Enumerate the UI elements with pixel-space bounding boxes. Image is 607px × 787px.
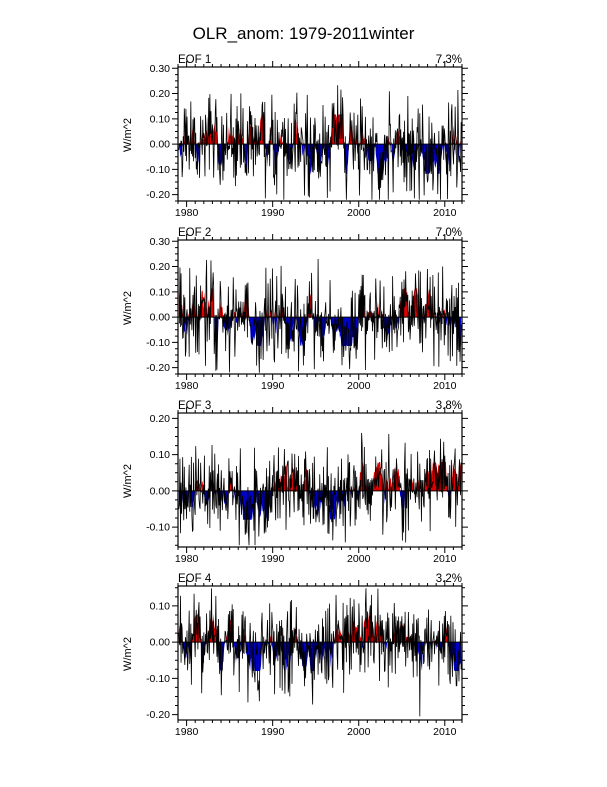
x-tick-label: 2010 — [433, 207, 457, 219]
tick-marks — [172, 234, 468, 380]
y-tick-label: -0.10 — [146, 673, 170, 685]
y-tick-label: 0.20 — [150, 413, 171, 425]
y-tick-label: -0.20 — [146, 362, 170, 374]
plot-box — [177, 239, 463, 375]
y-axis-label: W/m^2 — [122, 291, 134, 325]
y-tick-label: -0.10 — [146, 337, 170, 349]
anomaly-timeseries-line — [178, 258, 462, 373]
panel-eof-3: EOF 3 3.8% W/m^2 -0.10 0.00 0.10 0.20 1980 19… — [0, 399, 607, 572]
x-tick-label: 2000 — [347, 380, 371, 392]
y-axis-label: W/m^2 — [122, 637, 134, 671]
y-tick-label: -0.10 — [146, 164, 170, 176]
y-tick-label: 0.00 — [150, 312, 171, 324]
panel-eof-4: EOF 4 3.2% W/m^2 -0.20 -0.10 0.00 0.10 1980 1… — [0, 572, 607, 745]
y-tick-label: 0.30 — [150, 236, 171, 248]
x-tick-label: 1990 — [261, 207, 285, 219]
panel-variance-label: 3.2% — [436, 573, 462, 585]
panel-eof-label: EOF 1 — [178, 54, 211, 66]
y-tick-label: 0.30 — [150, 63, 171, 75]
anomaly-timeseries-line — [178, 432, 462, 546]
y-tick-label: 0.00 — [150, 637, 171, 649]
plot-box — [177, 412, 463, 548]
eof-2-plot: EOF 2 7.0% W/m^2 -0.20 -0.10 0.00 0.10 0.20 0… — [122, 227, 468, 392]
tick-marks — [172, 61, 468, 207]
plot-area: -0.10 0.00 0.10 0.20 1980 1990 2000 2010 — [146, 407, 468, 565]
panel-variance-label: 7.3% — [436, 54, 462, 66]
x-tick-label: 1980 — [175, 553, 199, 565]
y-axis-label: W/m^2 — [122, 464, 134, 498]
y-tick-label: 0.10 — [150, 113, 171, 125]
x-tick-label: 1980 — [175, 726, 199, 738]
x-tick-label: 1990 — [261, 380, 285, 392]
plot-box — [177, 66, 463, 202]
plot-box — [177, 585, 463, 721]
y-tick-label: 0.00 — [150, 485, 171, 497]
y-tick-label: -0.10 — [146, 522, 170, 534]
panel-eof-label: EOF 3 — [178, 400, 211, 412]
x-tick-label: 2000 — [347, 207, 371, 219]
y-tick-label: 0.10 — [150, 600, 171, 612]
y-tick-label: 0.20 — [150, 88, 171, 100]
panel-eof-2: EOF 2 7.0% W/m^2 -0.20 -0.10 0.00 0.10 0.20 0… — [0, 226, 607, 399]
y-tick-label: 0.20 — [150, 261, 171, 273]
y-tick-label: 0.10 — [150, 286, 171, 298]
anomaly-timeseries-line — [178, 588, 462, 717]
y-tick-label: 0.10 — [150, 449, 171, 461]
tick-marks — [172, 580, 468, 726]
positive-anomaly-fill — [178, 461, 462, 491]
x-tick-label: 1980 — [175, 380, 199, 392]
chart-title: OLR_anom: 1979-2011winter — [192, 24, 415, 43]
x-tick-label: 2010 — [433, 380, 457, 392]
x-tick-label: 2010 — [433, 553, 457, 565]
y-tick-label: 0.00 — [150, 139, 171, 151]
plot-area: -0.20 -0.10 0.00 0.10 1980 1990 2000 2010 — [146, 580, 468, 738]
positive-anomaly-fill — [178, 114, 462, 145]
panel-eof-1: EOF 1 7.3% W/m^2 -0.20 -0.10 0.00 0.10 0.20 0… — [0, 53, 607, 226]
y-tick-label: -0.20 — [146, 709, 170, 721]
plot-area: -0.20 -0.10 0.00 0.10 0.20 0.30 1980 1990 2000 20… — [146, 234, 468, 392]
eof-1-plot: EOF 1 7.3% W/m^2 -0.20 -0.10 0.00 0.10 0.20 0… — [122, 54, 468, 219]
eof-panels: EOF 1 7.3% W/m^2 -0.20 -0.10 0.00 0.10 0.20 0… — [0, 53, 607, 745]
panel-eof-label: EOF 2 — [178, 227, 211, 239]
panel-variance-label: 3.8% — [436, 400, 462, 412]
eof-3-plot: EOF 3 3.8% W/m^2 -0.10 0.00 0.10 0.20 1980 19… — [122, 400, 468, 565]
x-tick-label: 1990 — [261, 553, 285, 565]
x-tick-label: 1990 — [261, 726, 285, 738]
anomaly-timeseries-line — [178, 85, 462, 200]
x-tick-label: 1980 — [175, 207, 199, 219]
x-tick-label: 2000 — [347, 553, 371, 565]
x-tick-label: 2000 — [347, 726, 371, 738]
tick-marks — [172, 407, 468, 553]
y-tick-label: -0.20 — [146, 189, 170, 201]
y-axis-label: W/m^2 — [122, 118, 134, 152]
panel-variance-label: 7.0% — [436, 227, 462, 239]
x-tick-label: 2010 — [433, 726, 457, 738]
plot-area: -0.20 -0.10 0.00 0.10 0.20 0.30 1980 1990 2000 20… — [146, 61, 468, 219]
